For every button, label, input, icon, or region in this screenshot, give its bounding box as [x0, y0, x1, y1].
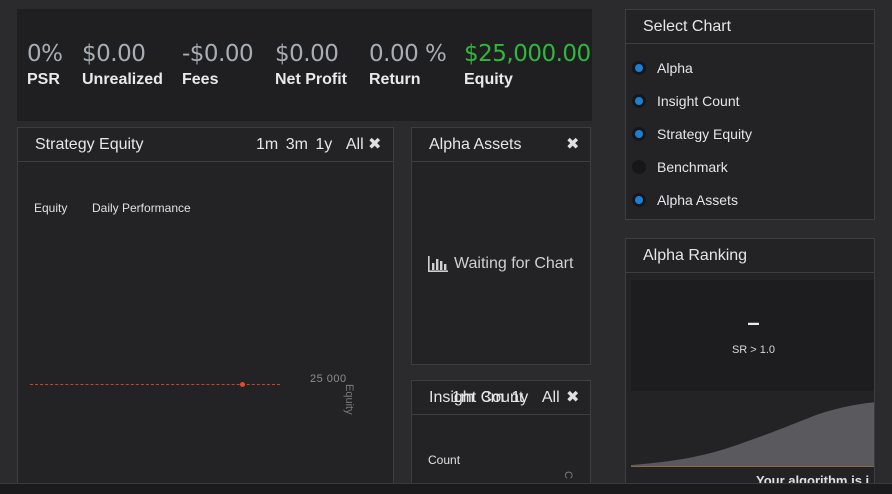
- strategy-equity-panel: Strategy Equity 1m 3m 1y All ✖ Equity Da…: [17, 127, 394, 487]
- stat-value: $0.00: [82, 41, 146, 67]
- option-label: Alpha Assets: [657, 192, 738, 208]
- panel-title: Insight Count: [429, 389, 524, 406]
- equity-series-line: [30, 384, 280, 385]
- option-label: Alpha: [657, 60, 693, 76]
- range-1m[interactable]: 1m: [256, 136, 279, 153]
- insight-count-panel: Insight Count 1m 3m 1y All ✖ Count C: [411, 380, 591, 487]
- radio-button[interactable]: [632, 61, 646, 75]
- panel-header: Select Chart: [626, 10, 874, 44]
- stat-value: $0.00: [275, 41, 339, 67]
- legend-daily-performance[interactable]: Daily Performance: [92, 201, 191, 215]
- close-icon[interactable]: ✖: [566, 136, 580, 153]
- waiting-text: Waiting for Chart: [454, 255, 574, 272]
- panel-header: Insight Count 1m 3m 1y All ✖: [412, 381, 590, 415]
- range-1m[interactable]: 1m: [452, 389, 475, 406]
- select-chart-panel: Select Chart Alpha Insight Count Strateg…: [625, 9, 875, 220]
- radio-button[interactable]: [632, 193, 646, 207]
- y-axis-label: C: [562, 471, 574, 479]
- close-icon[interactable]: ✖: [566, 389, 580, 406]
- y-axis-label: Equity: [343, 384, 355, 415]
- bottom-scrollbar[interactable]: [0, 483, 892, 494]
- legend-equity[interactable]: Equity: [34, 201, 68, 215]
- chart-option-alpha[interactable]: Alpha: [632, 60, 693, 76]
- range-selector: 1m 3m 1y All: [452, 389, 563, 407]
- option-label: Benchmark: [657, 159, 728, 175]
- stat-label: Unrealized: [82, 71, 163, 88]
- range-1y[interactable]: 1y: [511, 389, 529, 406]
- stat-label: Net Profit: [275, 71, 347, 88]
- stat-unrealized: $0.00 Unrealized: [82, 41, 163, 89]
- range-selector: 1m 3m 1y All: [256, 136, 367, 154]
- panel-title: Strategy Equity: [35, 136, 144, 153]
- stat-label: PSR: [27, 71, 60, 88]
- close-icon[interactable]: ✖: [368, 136, 382, 153]
- stat-label: Equity: [464, 71, 513, 88]
- stat-value: $25,000.00: [464, 41, 591, 67]
- radio-button[interactable]: [632, 94, 646, 108]
- stat-value: 0%: [27, 41, 63, 67]
- stat-fees: -$0.00 Fees: [182, 41, 254, 89]
- chart-option-insight-count[interactable]: Insight Count: [632, 93, 740, 109]
- equity-series-point: [240, 382, 245, 387]
- radio-button[interactable]: [632, 160, 646, 174]
- rank-value: –: [747, 310, 760, 335]
- bar-chart-icon: [428, 256, 448, 272]
- stat-value: 0.00 %: [369, 41, 447, 67]
- stat-label: Return: [369, 71, 421, 88]
- range-3m[interactable]: 3m: [481, 389, 504, 406]
- stat-net-profit: $0.00 Net Profit: [275, 41, 347, 89]
- range-3m[interactable]: 3m: [285, 136, 308, 153]
- stat-equity: $25,000.00 Equity: [464, 41, 591, 89]
- panel-title: Alpha Ranking: [643, 247, 748, 264]
- panel-header: Strategy Equity 1m 3m 1y All ✖: [18, 128, 393, 162]
- alpha-ranking-panel: Alpha Ranking – SR > 1.0 Your algorithm …: [625, 238, 875, 488]
- rank-subtitle: SR > 1.0: [731, 344, 776, 356]
- waiting-message: Waiting for Chart: [428, 255, 573, 273]
- stats-bar: 0% PSR $0.00 Unrealized -$0.00 Fees $0.0…: [17, 9, 592, 121]
- ranking-distribution-area: [631, 402, 874, 467]
- panel-title: Alpha Assets: [429, 136, 522, 153]
- stat-value: -$0.00: [182, 41, 254, 67]
- legend-count[interactable]: Count: [428, 453, 461, 467]
- stat-return: 0.00 % Return: [369, 41, 447, 89]
- chart-option-alpha-assets[interactable]: Alpha Assets: [632, 192, 738, 208]
- panel-header: Alpha Ranking: [626, 239, 874, 273]
- option-label: Strategy Equity: [657, 126, 752, 142]
- range-all[interactable]: All: [541, 389, 560, 406]
- chart-option-strategy-equity[interactable]: Strategy Equity: [632, 126, 752, 142]
- panel-title: Select Chart: [643, 18, 732, 35]
- radio-button[interactable]: [632, 127, 646, 141]
- rank-summary: – SR > 1.0: [631, 280, 874, 391]
- alpha-assets-panel: Alpha Assets ✖ Waiting for Chart: [411, 127, 591, 365]
- stat-label: Fees: [182, 71, 219, 88]
- option-label: Insight Count: [657, 93, 740, 109]
- range-all[interactable]: All: [345, 136, 364, 153]
- y-tick-label: 25 000: [310, 373, 347, 385]
- range-1y[interactable]: 1y: [315, 136, 333, 153]
- chart-option-benchmark[interactable]: Benchmark: [632, 159, 728, 175]
- stat-psr: 0% PSR: [27, 41, 63, 89]
- panel-header: Alpha Assets ✖: [412, 128, 590, 162]
